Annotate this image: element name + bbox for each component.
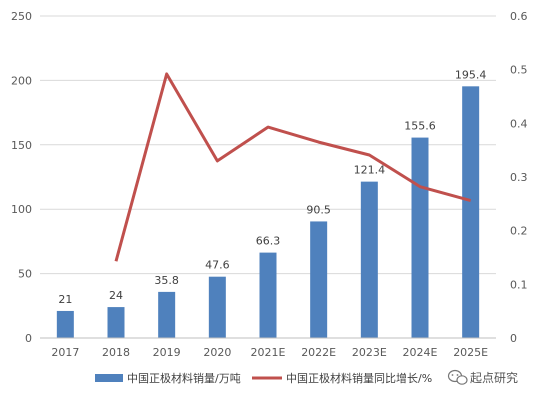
x-axis-tick-label: 2019: [153, 346, 181, 359]
x-axis-tick-label: 2023E: [352, 346, 387, 359]
right-axis-ticks: 0 0.1 0.2 0.3 0.4 0.5 0.6: [510, 10, 528, 345]
bar-value-label: 155.6: [404, 120, 436, 133]
bar-value-label: 121.4: [354, 164, 386, 177]
watermark: 起点研究: [447, 369, 518, 385]
bar: [158, 291, 176, 338]
right-axis-tick-label: 0.4: [510, 117, 528, 130]
legend: 中国正极材料销量/万吨 中国正极材料销量同比增长/%: [95, 371, 432, 385]
line-series: [114, 72, 472, 262]
bar-value-label: 195.4: [455, 68, 487, 81]
x-axis-tick-label: 2018: [102, 346, 130, 359]
x-axis-tick-label: 2025E: [453, 346, 488, 359]
left-axis-tick-label: 250: [11, 10, 32, 23]
bar: [107, 307, 125, 338]
bar-value-label: 47.6: [205, 259, 230, 272]
wechat-icon: [447, 369, 468, 385]
x-axis-tick-label: 2017: [51, 346, 79, 359]
data-labels: 21 24 35.8 47.6 66.3 90.5 121.4 155.6 195.4: [58, 68, 486, 306]
x-axis-tick-label: 2020: [203, 346, 231, 359]
left-axis-tick-label: 150: [11, 139, 32, 152]
bar: [310, 221, 328, 338]
growth-line: [114, 72, 472, 262]
bar-value-label: 24: [109, 289, 123, 302]
left-axis-ticks: 0 50 100 150 200 250: [11, 10, 32, 345]
x-axis-tick-label: 2021E: [251, 346, 286, 359]
bar: [411, 137, 429, 338]
watermark-text: 起点研究: [470, 370, 518, 385]
right-axis-tick-label: 0.1: [510, 278, 528, 291]
bar-value-label: 66.3: [256, 235, 281, 248]
legend-line-label: 中国正极材料销量同比增长/%: [286, 371, 432, 385]
legend-bar-swatch: [95, 374, 123, 382]
right-axis-tick-label: 0.6: [510, 10, 528, 23]
x-axis-ticks: 2017 2018 2019 2020 2021E 2022E 2023E 2024E 2025…: [40, 337, 496, 359]
bar-value-label: 21: [58, 293, 72, 306]
bar-value-label: 35.8: [154, 274, 179, 287]
right-axis-tick-label: 0.2: [510, 225, 528, 238]
bar: [259, 252, 277, 338]
bar-series: [56, 86, 480, 338]
bar-value-label: 90.5: [306, 203, 331, 216]
x-axis-tick-label: 2024E: [403, 346, 438, 359]
left-axis-tick-label: 200: [11, 74, 32, 87]
left-axis-tick-label: 50: [18, 268, 32, 281]
bar: [56, 310, 74, 338]
bar: [462, 86, 480, 338]
bar: [208, 276, 226, 338]
right-axis-tick-label: 0.5: [510, 64, 528, 77]
left-axis-tick-label: 100: [11, 203, 32, 216]
left-axis-tick-label: 0: [25, 332, 32, 345]
x-axis-tick-label: 2022E: [301, 346, 336, 359]
right-axis-tick-label: 0: [510, 332, 517, 345]
legend-bar-label: 中国正极材料销量/万吨: [127, 371, 241, 385]
bar: [360, 181, 378, 338]
right-axis-tick-label: 0.3: [510, 171, 528, 184]
